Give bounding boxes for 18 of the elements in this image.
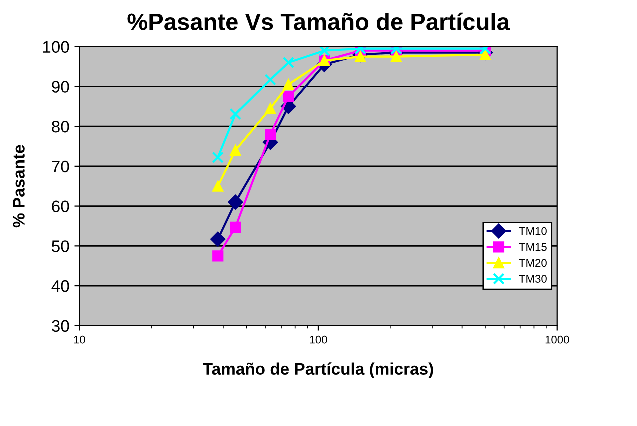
legend-label: TM30 (519, 275, 547, 283)
chart-title: %Pasante Vs Tamaño de Partícula (128, 12, 510, 30)
y-axis-title: % Pasante (13, 145, 25, 228)
x-tick-label: 1000 (546, 336, 570, 344)
legend-label: TM15 (519, 243, 547, 252)
legend-label: TM20 (519, 259, 547, 268)
y-tick-label: 60 (52, 200, 70, 213)
y-tick-label: 90 (52, 81, 70, 93)
x-tick-label: 10 (74, 336, 86, 344)
x-axis-title: Tamaño de Partícula (micras) (203, 362, 434, 378)
y-tick-label: 40 (52, 280, 70, 292)
y-tick-label: 30 (52, 320, 70, 332)
y-tick-label: 80 (52, 120, 70, 133)
y-tick-label: 100 (43, 41, 70, 54)
y-tick-label: 70 (52, 160, 70, 173)
legend-label: TM10 (519, 227, 547, 236)
y-tick-label: 50 (52, 240, 70, 252)
x-tick-label: 100 (310, 336, 328, 344)
